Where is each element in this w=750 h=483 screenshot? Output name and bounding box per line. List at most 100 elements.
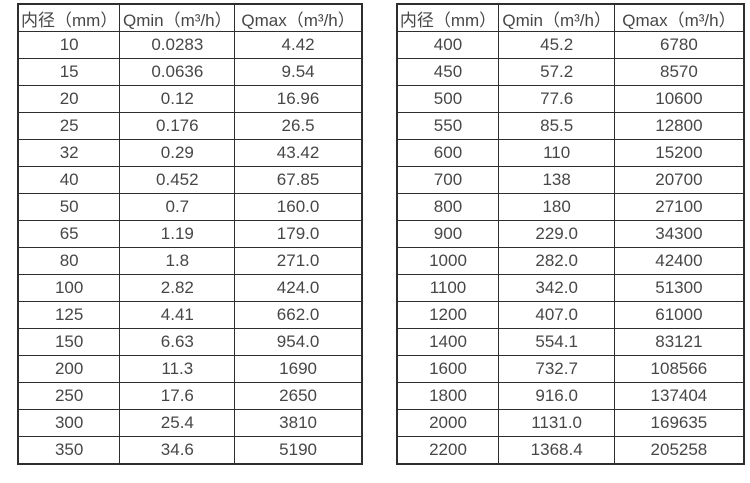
- table-cell: 110: [498, 139, 616, 167]
- table-row: 15 0.0636 9.54: [17, 58, 363, 86]
- table-row: 65 1.19 179.0: [17, 220, 363, 248]
- table-row: 1600 732.7 108566: [396, 355, 745, 383]
- table-cell: 25.4: [119, 409, 236, 437]
- table-body: 10 0.0283 4.42 15 0.0636 9.54 20 0.12 16.96 25 0.1…: [17, 31, 363, 465]
- table-cell: 0.0636: [119, 58, 236, 86]
- table-cell: 25: [17, 112, 121, 140]
- table-cell: 0.176: [119, 112, 236, 140]
- table-row: 25 0.176 26.5: [17, 112, 363, 140]
- table-cell: 61000: [614, 301, 745, 329]
- table-header: 内径（mm） Qmin（m³/h） Qmax（m³/h）: [396, 3, 745, 32]
- table-row: 20 0.12 16.96: [17, 85, 363, 113]
- table-cell: 67.85: [234, 166, 363, 194]
- table-row: 10 0.0283 4.42: [17, 31, 363, 59]
- table-row: 900 229.0 34300: [396, 220, 745, 248]
- table-cell: 229.0: [498, 220, 616, 248]
- table-row: 1800 916.0 137404: [396, 382, 745, 410]
- table-row: 700 138 20700: [396, 166, 745, 194]
- flow-table-large-diameters: 内径（mm） Qmin（m³/h） Qmax（m³/h） 400 45.2 6780…: [395, 3, 745, 465]
- table-row: 800 180 27100: [396, 193, 745, 221]
- table-row: 2000 1131.0 169635: [396, 409, 745, 437]
- table-cell: 4.42: [234, 31, 363, 59]
- table-cell: 34300: [614, 220, 745, 248]
- table-row: 450 57.2 8570: [396, 58, 745, 86]
- table-cell: 1.8: [119, 247, 236, 275]
- table-cell: 662.0: [234, 301, 363, 329]
- table-cell: 40: [17, 166, 121, 194]
- table-cell: 0.452: [119, 166, 236, 194]
- table-cell: 6.63: [119, 328, 236, 356]
- table-cell: 83121: [614, 328, 745, 356]
- table-row: 300 25.4 3810: [17, 409, 363, 437]
- table-row: 200 11.3 1690: [17, 355, 363, 383]
- table-cell: 1200: [396, 301, 500, 329]
- table-cell: 400: [396, 31, 500, 59]
- table-row: 150 6.63 954.0: [17, 328, 363, 356]
- table-row: 400 45.2 6780: [396, 31, 745, 59]
- table-cell: 250: [17, 382, 121, 410]
- header-qmin: Qmin（m³/h）: [498, 3, 616, 32]
- table-cell: 85.5: [498, 112, 616, 140]
- table-row: 32 0.29 43.42: [17, 139, 363, 167]
- table-cell: 11.3: [119, 355, 236, 383]
- table-cell: 1400: [396, 328, 500, 356]
- table-row: 250 17.6 2650: [17, 382, 363, 410]
- header-row: 内径（mm） Qmin（m³/h） Qmax（m³/h）: [17, 3, 363, 32]
- table-row: 100 2.82 424.0: [17, 274, 363, 302]
- table-cell: 2650: [234, 382, 363, 410]
- table-cell: 5190: [234, 436, 363, 465]
- table-cell: 1800: [396, 382, 500, 410]
- table-cell: 77.6: [498, 85, 616, 113]
- table-cell: 15: [17, 58, 121, 86]
- table-cell: 57.2: [498, 58, 616, 86]
- table-cell: 0.12: [119, 85, 236, 113]
- table-cell: 125: [17, 301, 121, 329]
- table-cell: 26.5: [234, 112, 363, 140]
- table-cell: 2200: [396, 436, 500, 465]
- table-cell: 2000: [396, 409, 500, 437]
- table-cell: 6780: [614, 31, 745, 59]
- table-cell: 0.29: [119, 139, 236, 167]
- table-cell: 1368.4: [498, 436, 616, 465]
- table-cell: 9.54: [234, 58, 363, 86]
- table-cell: 350: [17, 436, 121, 465]
- table-cell: 1600: [396, 355, 500, 383]
- table-cell: 450: [396, 58, 500, 86]
- table-cell: 16.96: [234, 85, 363, 113]
- table-cell: 500: [396, 85, 500, 113]
- table-cell: 137404: [614, 382, 745, 410]
- table-cell: 10: [17, 31, 121, 59]
- table-cell: 45.2: [498, 31, 616, 59]
- flow-rate-tables-page: 内径（mm） Qmin（m³/h） Qmax（m³/h） 10 0.0283 4.4…: [17, 3, 745, 465]
- table-cell: 550: [396, 112, 500, 140]
- table-cell: 271.0: [234, 247, 363, 275]
- table-cell: 1131.0: [498, 409, 616, 437]
- header-inner-diameter: 内径（mm）: [17, 3, 121, 32]
- table-cell: 342.0: [498, 274, 616, 302]
- table-row: 1000 282.0 42400: [396, 247, 745, 275]
- table-cell: 205258: [614, 436, 745, 465]
- table-cell: 51300: [614, 274, 745, 302]
- header-inner-diameter: 内径（mm）: [396, 3, 500, 32]
- table-cell: 179.0: [234, 220, 363, 248]
- table-cell: 20: [17, 85, 121, 113]
- table-cell: 600: [396, 139, 500, 167]
- table-cell: 424.0: [234, 274, 363, 302]
- table-cell: 160.0: [234, 193, 363, 221]
- header-qmax: Qmax（m³/h）: [234, 3, 363, 32]
- table-cell: 1000: [396, 247, 500, 275]
- table-cell: 42400: [614, 247, 745, 275]
- table-cell: 0.0283: [119, 31, 236, 59]
- table-row: 1200 407.0 61000: [396, 301, 745, 329]
- header-qmax: Qmax（m³/h）: [614, 3, 745, 32]
- table-cell: 2.82: [119, 274, 236, 302]
- table-cell: 1.19: [119, 220, 236, 248]
- table-row: 1100 342.0 51300: [396, 274, 745, 302]
- table-cell: 43.42: [234, 139, 363, 167]
- table-row: 600 110 15200: [396, 139, 745, 167]
- table-row: 1400 554.1 83121: [396, 328, 745, 356]
- table-cell: 17.6: [119, 382, 236, 410]
- table-row: 500 77.6 10600: [396, 85, 745, 113]
- table-cell: 0.7: [119, 193, 236, 221]
- table-cell: 916.0: [498, 382, 616, 410]
